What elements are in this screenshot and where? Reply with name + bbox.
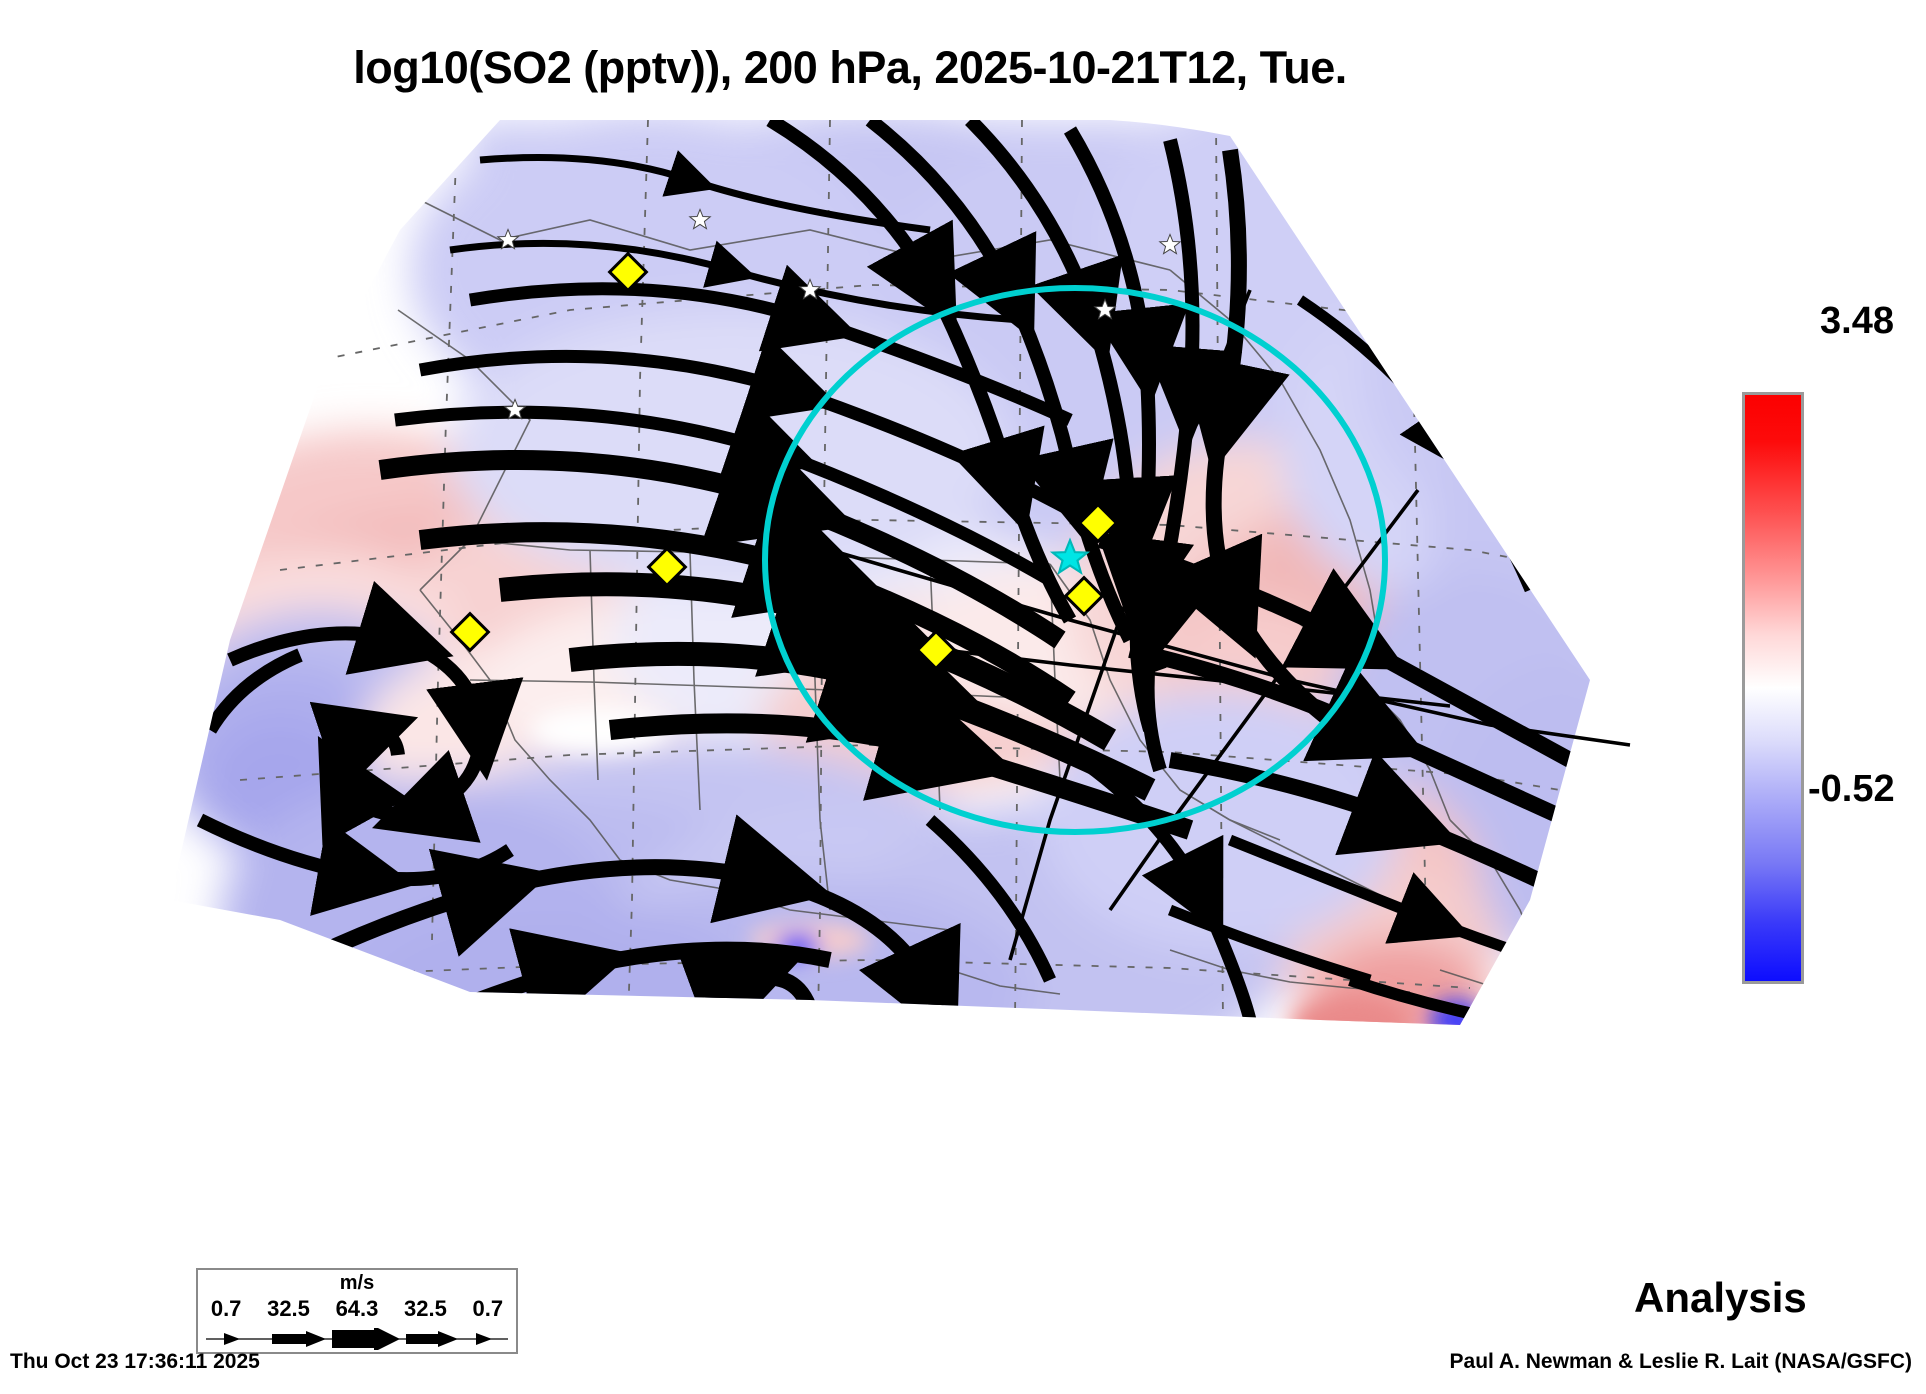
wind-speed-legend: m/s 0.7 32.5 64.3 32.5 0.7 [196,1268,518,1354]
map-plot[interactable] [170,120,1690,1250]
range-ring [762,285,1388,835]
wind-legend-value: 32.5 [267,1296,310,1321]
map-panel[interactable] [170,120,1690,1250]
colorbar-gradient [1742,392,1804,984]
analysis-label: Analysis [1634,1274,1807,1321]
colorbar-max-label: 3.48 [1820,300,1894,342]
page-title: log10(SO2 (pptv)), 200 hPa, 2025-10-21T1… [353,42,1347,93]
wind-legend-value: 64.3 [335,1296,379,1321]
wind-legend-arrow-icons [206,1328,508,1350]
center-star-marker[interactable] [1049,537,1091,576]
city-markers [496,208,1182,420]
wind-legend-unit: m/s [339,1272,375,1294]
station-markers[interactable] [449,251,1119,671]
wind-legend-value: 0.7 [472,1296,504,1321]
wind-legend-value: 32.5 [404,1296,447,1321]
flight-track-lines [829,289,1631,961]
colorbar-min-label: -0.52 [1808,768,1895,810]
colorbar[interactable] [1742,392,1804,984]
wind-legend-value: 0.7 [210,1296,242,1321]
generation-timestamp: Thu Oct 23 17:36:11 2025 [10,1350,260,1373]
wind-legend-values: 0.7 32.5 64.3 32.5 0.7 [198,1296,516,1322]
author-credit: Paul A. Newman & Leslie R. Lait (NASA/GS… [1449,1350,1912,1373]
